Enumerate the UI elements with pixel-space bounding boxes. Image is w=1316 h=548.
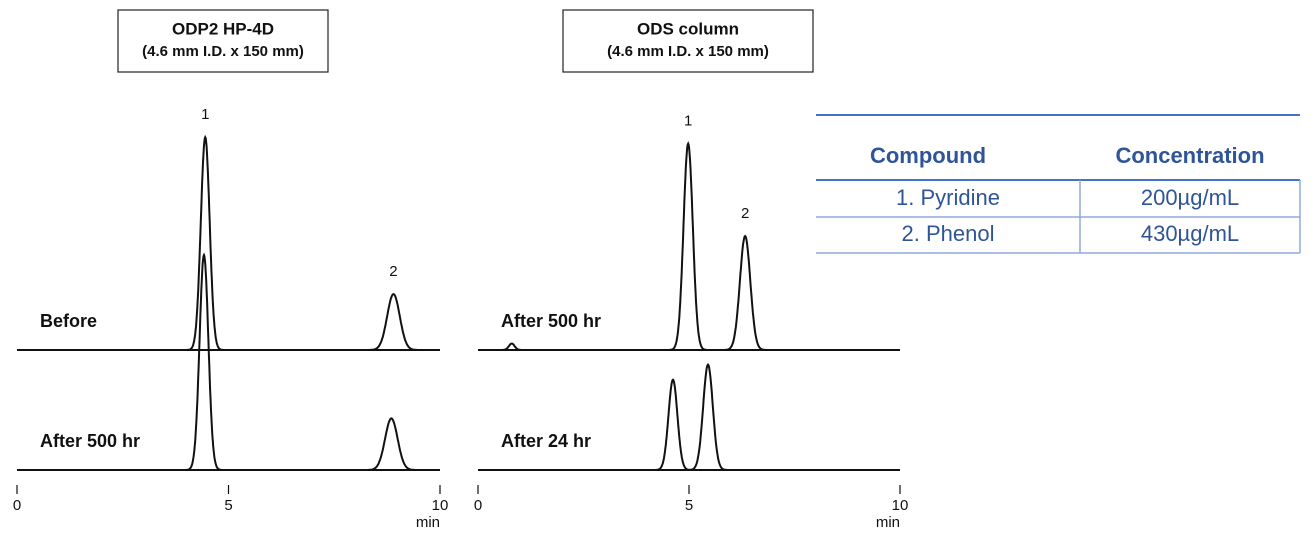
table-cell: 1. Pyridine — [896, 185, 1000, 210]
table-header: Concentration — [1115, 143, 1264, 168]
table-cell: 200µg/mL — [1141, 185, 1239, 210]
peak-label: 1 — [201, 106, 209, 123]
peak — [688, 363, 728, 471]
trace-label: After 500 hr — [40, 431, 140, 451]
peak — [186, 252, 222, 471]
chart-title: ODP2 HP-4D — [172, 19, 274, 38]
peak — [655, 378, 691, 471]
table-cell: 2. Phenol — [902, 221, 995, 246]
chart-title: ODS column — [637, 19, 739, 38]
title-box — [117, 9, 329, 73]
peak — [500, 342, 524, 351]
x-tick-label: 0 — [474, 497, 482, 514]
table-header: Compound — [870, 143, 986, 168]
peak — [366, 417, 417, 471]
peak-label: 2 — [741, 205, 749, 222]
trace-label: After 500 hr — [501, 311, 601, 331]
x-tick-label: 10 — [892, 497, 909, 514]
trace-label: After 24 hr — [501, 431, 591, 451]
x-tick-label: 10 — [432, 497, 449, 514]
trace-label: Before — [40, 311, 97, 331]
title-box — [562, 9, 814, 73]
table-cell: 430µg/mL — [1141, 221, 1239, 246]
x-tick-label: 5 — [685, 497, 693, 514]
table — [816, 114, 1301, 254]
x-tick-label: 0 — [13, 497, 21, 514]
x-tick-label: 5 — [224, 497, 232, 514]
peak — [724, 234, 767, 351]
x-axis-label: min — [876, 514, 900, 531]
chart-subtitle: (4.6 mm I.D. x 150 mm) — [607, 43, 769, 60]
peak — [368, 292, 419, 351]
peak-label: 2 — [389, 263, 397, 280]
x-axis-label: min — [416, 514, 440, 531]
chart-subtitle: (4.6 mm I.D. x 150 mm) — [142, 43, 304, 60]
peak-label: 1 — [684, 113, 692, 130]
peak — [669, 141, 707, 351]
peak — [187, 134, 223, 351]
